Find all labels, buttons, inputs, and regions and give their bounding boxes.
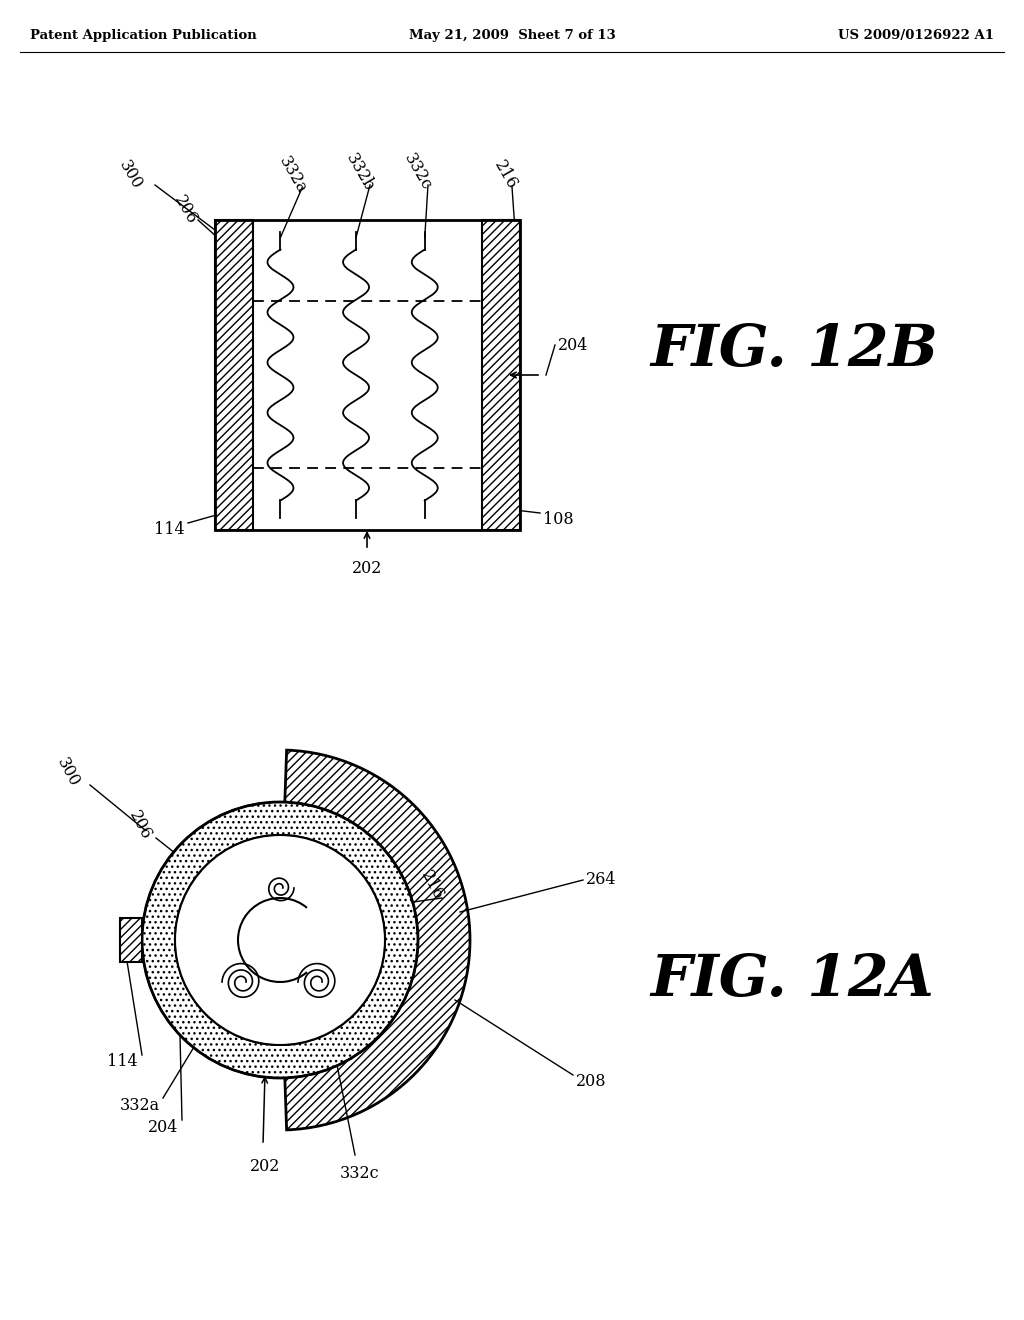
Text: 332b: 332b — [246, 838, 281, 882]
Bar — [215, 220, 520, 531]
Bar — [482, 220, 520, 531]
Text: 264: 264 — [586, 871, 616, 888]
Bar — [120, 917, 142, 962]
Text: 216: 216 — [489, 157, 520, 193]
Text: May 21, 2009  Sheet 7 of 13: May 21, 2009 Sheet 7 of 13 — [409, 29, 615, 41]
Text: FIG. 12A: FIG. 12A — [650, 952, 934, 1008]
Text: FIG. 12B: FIG. 12B — [650, 322, 938, 379]
Text: 332a: 332a — [275, 153, 310, 197]
Text: 332a: 332a — [120, 1097, 160, 1114]
Text: 222: 222 — [196, 834, 224, 870]
Text: US 2009/0126922 A1: US 2009/0126922 A1 — [838, 29, 994, 41]
Text: 300: 300 — [115, 157, 145, 193]
Text: 202: 202 — [352, 560, 382, 577]
Text: 204: 204 — [147, 1119, 178, 1137]
Text: 204: 204 — [558, 337, 589, 354]
Text: 332c: 332c — [400, 150, 435, 194]
Wedge shape — [142, 803, 418, 1078]
Wedge shape — [280, 750, 470, 1130]
Text: 206: 206 — [170, 193, 200, 227]
Bar — [215, 220, 253, 531]
Text: 332b: 332b — [342, 150, 378, 194]
Text: 216: 216 — [418, 867, 446, 903]
Text: 114: 114 — [108, 1053, 138, 1071]
Text: 206: 206 — [125, 808, 155, 842]
Text: 332c: 332c — [340, 1166, 380, 1181]
Text: 114: 114 — [155, 521, 185, 539]
Text: Patent Application Publication: Patent Application Publication — [30, 29, 257, 41]
Circle shape — [175, 836, 385, 1045]
Text: 300: 300 — [53, 755, 83, 789]
Text: 202: 202 — [250, 1158, 281, 1175]
Text: 208: 208 — [575, 1073, 606, 1090]
Text: 108: 108 — [543, 511, 573, 528]
